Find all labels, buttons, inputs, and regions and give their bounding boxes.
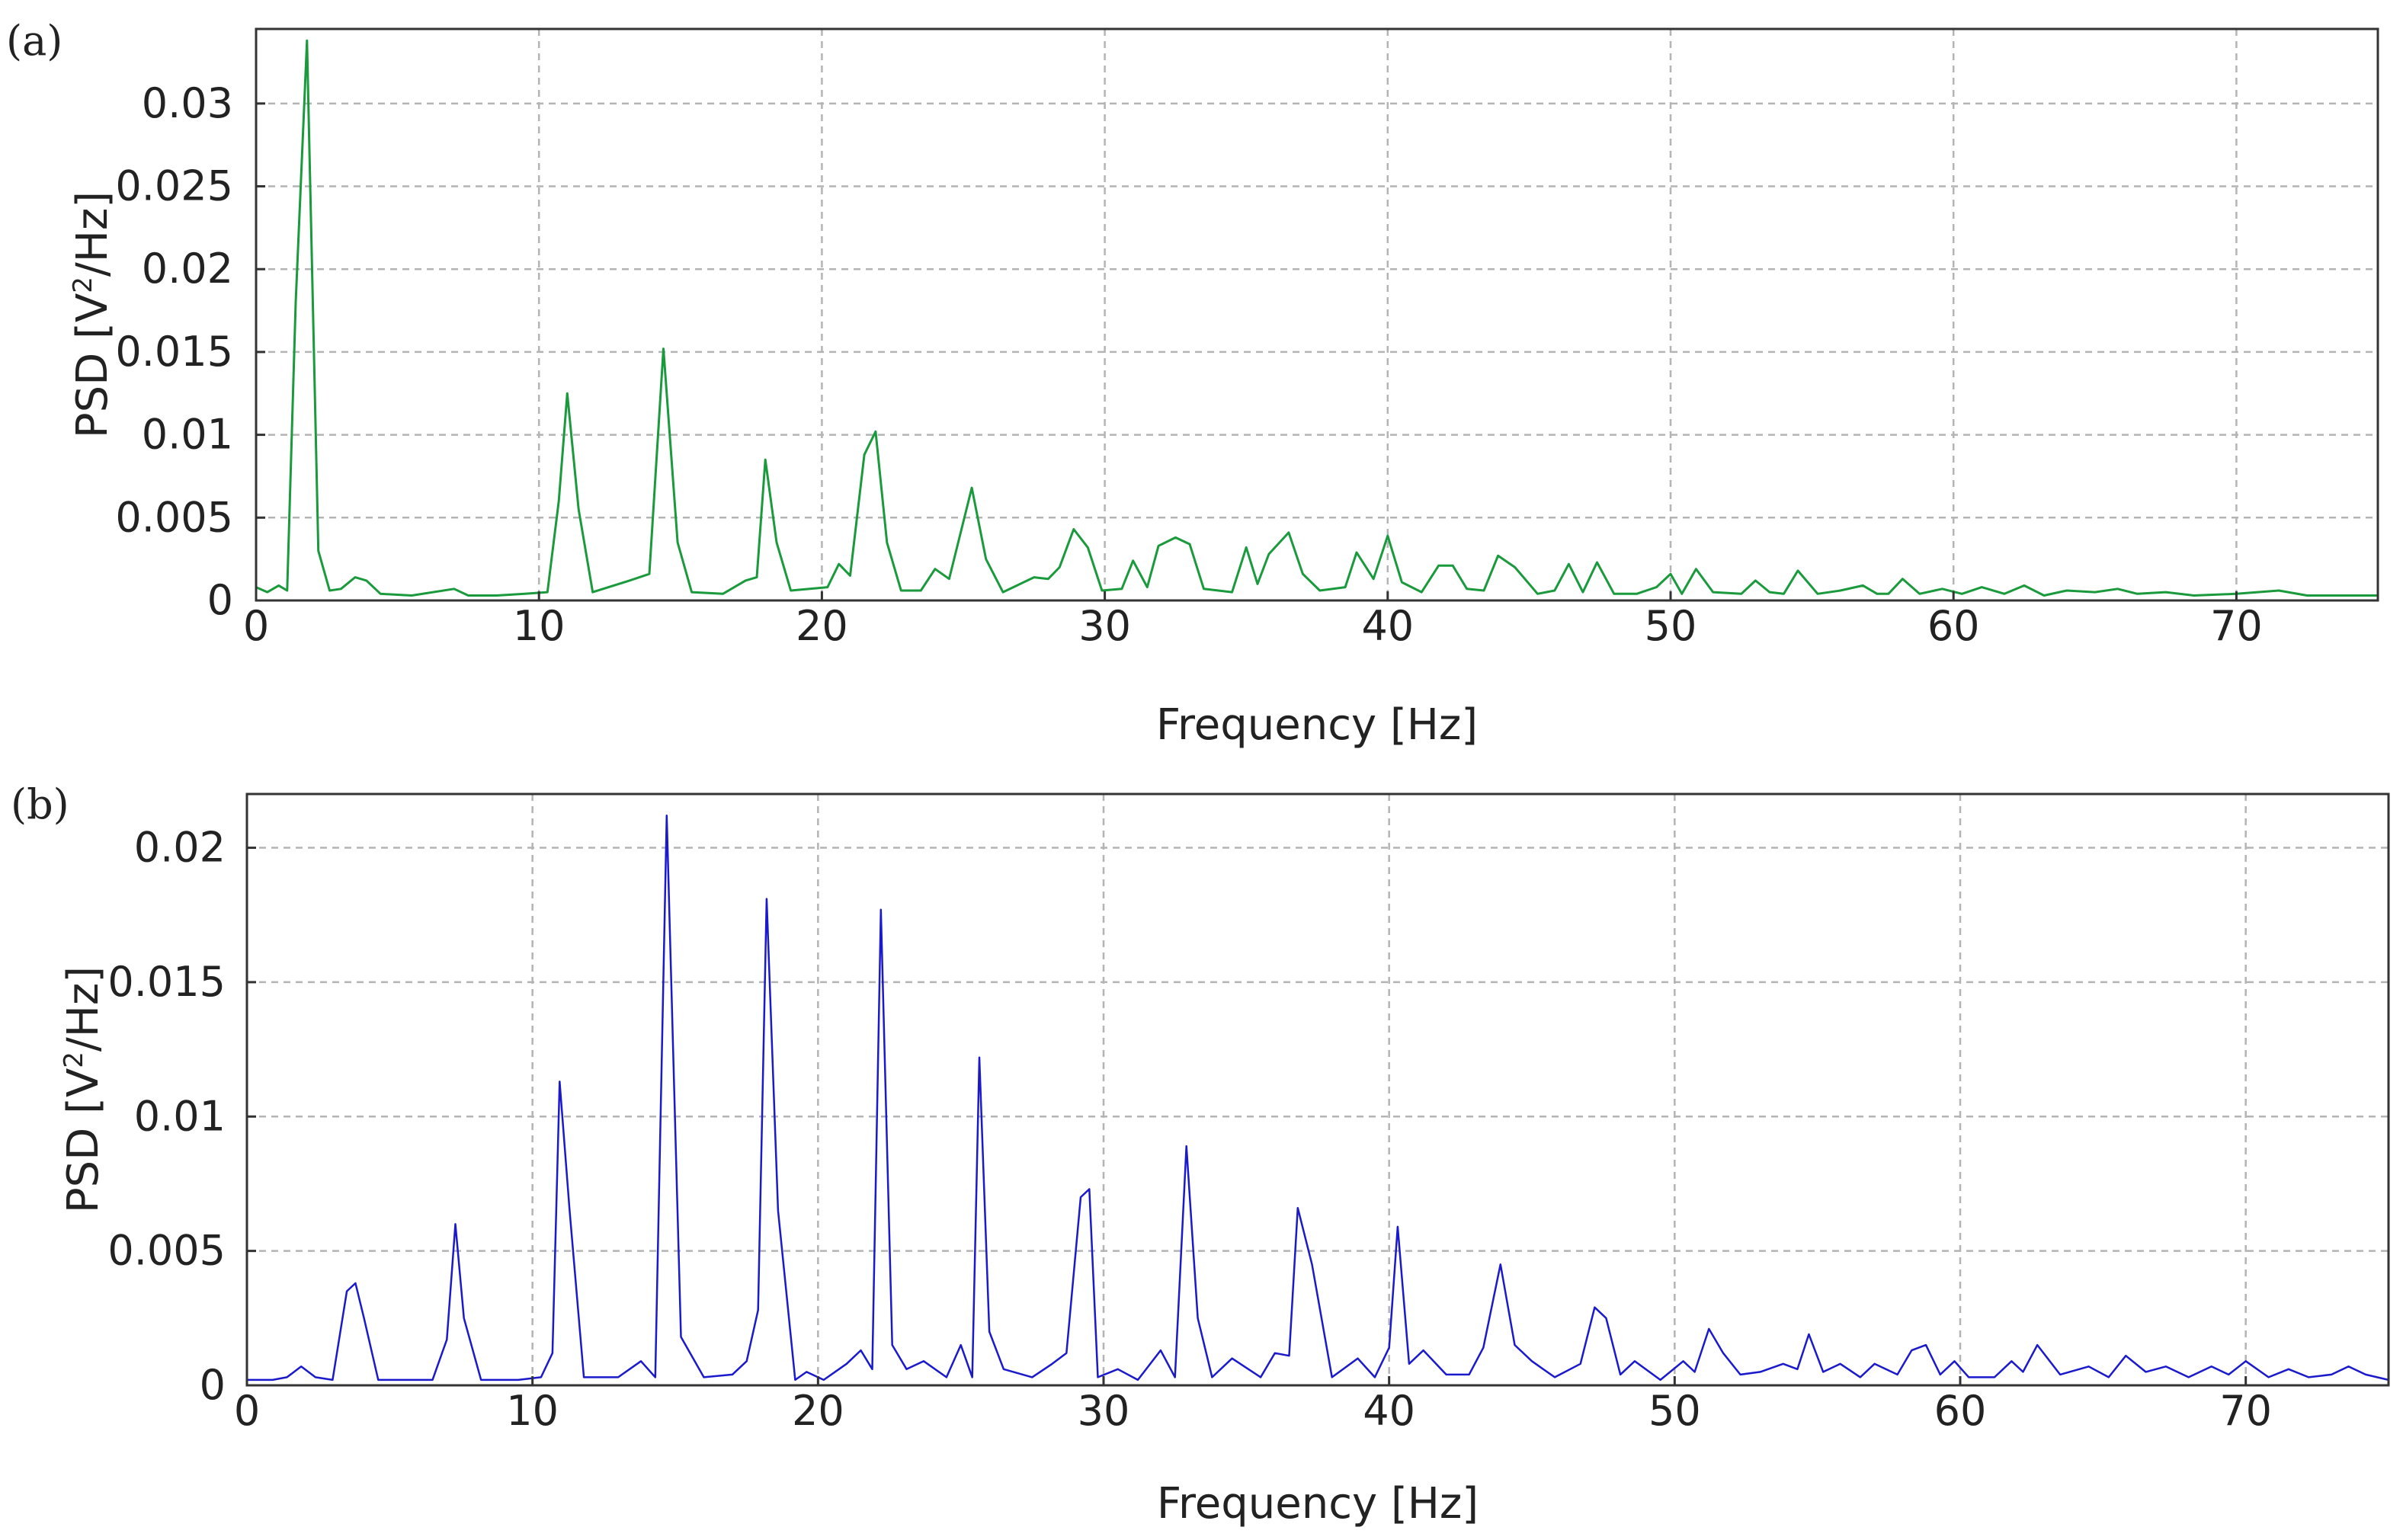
y-tick-label: 0.025 [115,162,233,210]
x-tick-labels-b: 0 10 20 30 40 50 60 70 [234,1387,2272,1435]
y-tick-label: 0 [207,576,233,624]
x-tick-label: 70 [2210,602,2263,650]
x-tick-label: 40 [1361,602,1414,650]
x-tick-label: 30 [1078,602,1131,650]
x-tick-label: 60 [1934,1387,1987,1435]
y-axis-title-a-sup: 2 [68,277,98,293]
panel-b: (b) 0 10 20 30 40 50 60 70 00.0050.010.0150.02 … [11,780,2390,1529]
x-tick-label: 70 [2219,1387,2272,1435]
y-axis-title-a: PSD [V2/Hz] [68,191,117,438]
x-tick-label: 20 [796,602,848,650]
psd-series-line [247,814,2389,1382]
y-tick-labels-a: 0 0.005 0.01 0.015 0.02 0.025 0.03 [115,79,233,624]
x-tick-label: 40 [1363,1387,1415,1435]
x-axis-title-a: Frequency [Hz] [1156,700,1478,750]
x-tick-label: 50 [1645,602,1697,650]
panel-label-b: (b) [11,780,69,828]
y-axis-title-b-end: /Hz] [59,966,108,1052]
plot-frame-a [255,27,2379,602]
x-tick-labels-a: 0 10 20 30 40 50 60 70 [243,602,2263,650]
x-tick-label: 50 [1648,1387,1701,1435]
y-tick-label: 0.01 [142,411,233,459]
y-axis-title-b: PSD [V2/Hz] [59,966,108,1213]
y-axis-title-a-end: /Hz] [68,191,117,277]
y-axis-title-b-sup: 2 [59,1052,89,1068]
panel-a: (a) 0 10 20 30 40 50 60 70 00.0050.010.0150.020… [6,17,2379,750]
y-tick-label: 0.005 [115,493,233,541]
plot-frame-b [245,792,2390,1387]
x-tick-label: 30 [1078,1387,1130,1435]
x-axis-title-b: Frequency [Hz] [1157,1479,1479,1529]
y-tick-label: 0 [200,1361,226,1409]
y-tick-labels-b: 0 0.005 0.01 0.015 0.02 [107,824,226,1409]
ticks-a [255,102,2238,602]
x-tick-label: 20 [792,1387,844,1435]
series-layer-b [247,814,2389,1382]
x-tick-label: 0 [234,1387,260,1435]
x-tick-label: 60 [1927,602,1980,650]
y-tick-label: 0.015 [107,958,226,1006]
y-tick-label: 0.02 [142,245,233,293]
y-axis-title-a-main: PSD [V [68,293,117,438]
y-axis-title-b-main: PSD [V [59,1068,108,1213]
x-tick-label: 0 [243,602,269,650]
y-tick-label: 0.01 [134,1092,226,1140]
y-tick-label: 0.015 [115,328,233,376]
ticks-b [245,847,2248,1387]
psd-series-line [255,39,2378,597]
y-tick-label: 0.005 [107,1227,226,1275]
x-tick-label: 10 [513,602,566,650]
grid-b [247,794,2389,1387]
grid-a [256,29,2378,602]
panel-label-a: (a) [6,17,62,65]
x-tick-label: 10 [506,1387,559,1435]
y-tick-label: 0.03 [142,79,233,127]
series-layer-a [255,39,2378,597]
y-tick-label: 0.02 [134,824,226,872]
